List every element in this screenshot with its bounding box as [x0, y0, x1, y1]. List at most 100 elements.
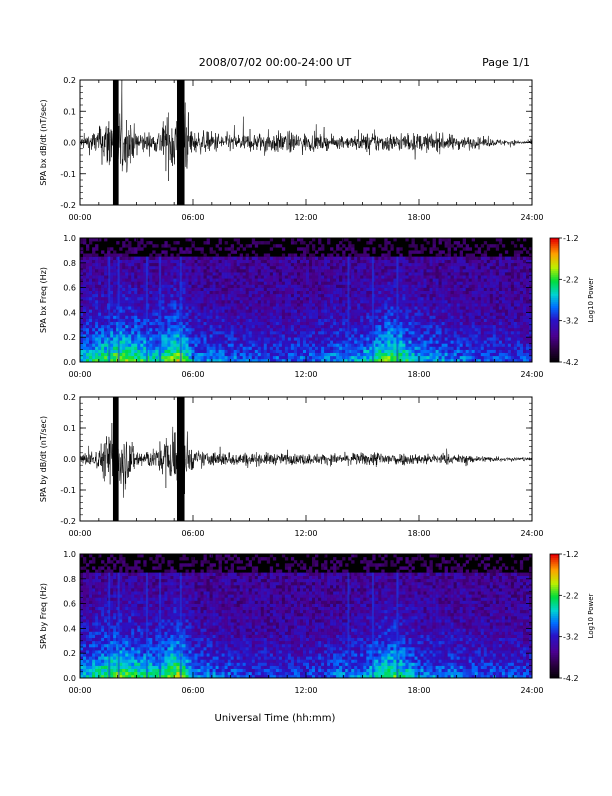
heatmap-cell: [252, 303, 255, 306]
heatmap-cell: [279, 322, 282, 325]
heatmap-cell: [285, 263, 288, 266]
heatmap-cell: [445, 309, 448, 312]
heatmap-cell: [167, 337, 170, 340]
heatmap-cell: [294, 281, 297, 284]
heatmap-cell: [128, 309, 131, 312]
heatmap-cell: [249, 260, 252, 263]
heatmap-cell: [405, 337, 408, 340]
heatmap-cell: [460, 306, 463, 309]
heatmap-cell: [430, 347, 433, 350]
heatmap-cell: [481, 340, 484, 343]
heatmap-cell: [201, 328, 204, 331]
heatmap-cell: [354, 331, 357, 334]
heatmap-cell: [439, 272, 442, 275]
heatmap-cell: [405, 343, 408, 346]
heatmap-cell: [448, 353, 451, 356]
heatmap-cell: [201, 247, 204, 250]
heatmap-cell: [460, 347, 463, 350]
heatmap-cell: [472, 328, 475, 331]
heatmap-cell: [210, 272, 213, 275]
heatmap-cell: [140, 334, 143, 337]
heatmap-cell: [276, 316, 279, 319]
heatmap-cell: [427, 325, 430, 328]
heatmap-cell: [98, 328, 101, 331]
heatmap-cell: [288, 291, 291, 294]
heatmap-cell: [306, 247, 309, 250]
heatmap-cell: [285, 272, 288, 275]
heatmap-cell: [342, 312, 345, 315]
heatmap-cell: [390, 278, 393, 281]
heatmap-cell: [198, 309, 201, 312]
heatmap-cell: [402, 337, 405, 340]
heatmap-cell: [225, 247, 228, 250]
heatmap-cell: [282, 343, 285, 346]
heatmap-cell: [243, 272, 246, 275]
heatmap-cell: [399, 350, 402, 353]
heatmap-cell: [149, 356, 152, 359]
heatmap-cell: [219, 285, 222, 288]
heatmap-cell: [261, 266, 264, 269]
heatmap-cell: [210, 328, 213, 331]
heatmap-cell: [152, 272, 155, 275]
heatmap-cell: [222, 297, 225, 300]
heatmap-cell: [125, 343, 128, 346]
heatmap-cell: [309, 319, 312, 322]
heatmap-cell: [409, 257, 412, 260]
heatmap-cell: [354, 278, 357, 281]
heatmap-cell: [409, 260, 412, 263]
heatmap-cell: [369, 241, 372, 244]
heatmap-cell: [466, 325, 469, 328]
heatmap-cell: [134, 281, 137, 284]
heatmap-cell: [478, 328, 481, 331]
heatmap-cell: [255, 337, 258, 340]
heatmap-cell: [98, 269, 101, 272]
heatmap-cell: [240, 285, 243, 288]
heatmap-cell: [98, 347, 101, 350]
heatmap-cell: [433, 319, 436, 322]
heatmap-cell: [390, 309, 393, 312]
heatmap-cell: [122, 347, 125, 350]
heatmap-cell: [86, 343, 89, 346]
heatmap-cell: [186, 247, 189, 250]
heatmap-cell: [306, 331, 309, 334]
heatmap-cell: [303, 347, 306, 350]
heatmap-cell: [433, 340, 436, 343]
heatmap-cell: [255, 291, 258, 294]
heatmap-cell: [240, 257, 243, 260]
heatmap-cell: [381, 275, 384, 278]
heatmap-cell: [249, 353, 252, 356]
heatmap-cell: [83, 241, 86, 244]
heatmap-cell: [303, 294, 306, 297]
heatmap-cell: [137, 257, 140, 260]
heatmap-cell: [439, 294, 442, 297]
heatmap-cell: [466, 260, 469, 263]
heatmap-cell: [333, 347, 336, 350]
heatmap-cell: [330, 260, 333, 263]
heatmap-cell: [360, 334, 363, 337]
heatmap-cell: [439, 309, 442, 312]
heatmap-cell: [234, 325, 237, 328]
heatmap-cell: [186, 294, 189, 297]
heatmap-cell: [303, 247, 306, 250]
heatmap-cell: [412, 316, 415, 319]
heatmap-cell: [237, 353, 240, 356]
heatmap-cell: [363, 266, 366, 269]
heatmap-cell: [321, 309, 324, 312]
heatmap-cell: [321, 278, 324, 281]
heatmap-cell: [324, 294, 327, 297]
heatmap-cell: [243, 356, 246, 359]
heatmap-cell: [122, 281, 125, 284]
heatmap-cell: [225, 353, 228, 356]
heatmap-cell: [140, 281, 143, 284]
heatmap-cell: [207, 294, 210, 297]
heatmap-cell: [231, 325, 234, 328]
heatmap-cell: [285, 353, 288, 356]
heatmap-cell: [430, 334, 433, 337]
heatmap-cell: [375, 343, 378, 346]
heatmap-cell: [418, 288, 421, 291]
heatmap-cell: [86, 285, 89, 288]
heatmap-cell: [291, 309, 294, 312]
heatmap-cell: [433, 306, 436, 309]
heatmap-cell: [387, 241, 390, 244]
heatmap-cell: [303, 269, 306, 272]
